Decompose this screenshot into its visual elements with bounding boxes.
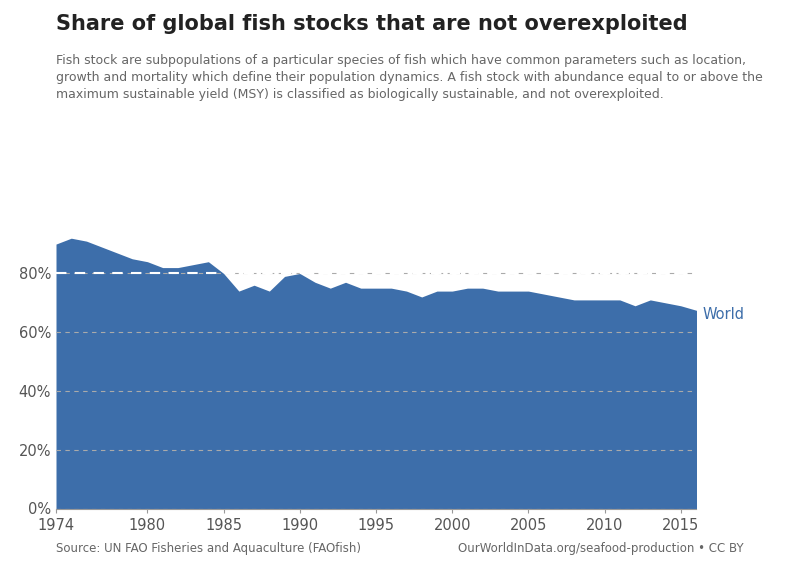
Text: Source: UN FAO Fisheries and Aquaculture (FAOfish): Source: UN FAO Fisheries and Aquaculture… — [56, 542, 361, 555]
Text: World: World — [702, 307, 745, 322]
Text: OurWorldInData.org/seafood-production • CC BY: OurWorldInData.org/seafood-production • … — [458, 542, 744, 555]
Text: Share of global fish stocks that are not overexploited: Share of global fish stocks that are not… — [56, 14, 688, 34]
Text: Fish stock are subpopulations of a particular species of fish which have common : Fish stock are subpopulations of a parti… — [56, 54, 762, 101]
